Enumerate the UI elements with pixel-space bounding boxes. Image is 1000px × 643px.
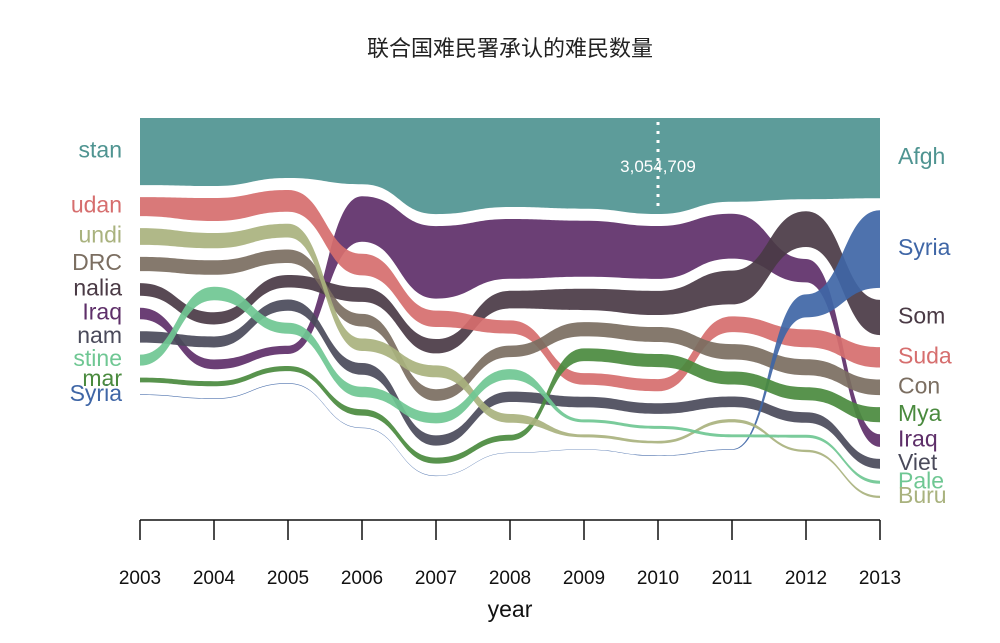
stream-afghanistan bbox=[140, 118, 880, 215]
left-label-palestine: stine bbox=[73, 345, 122, 371]
left-label-myanmar: mar bbox=[82, 365, 122, 391]
annotation-label: 3,054,709 bbox=[620, 157, 696, 176]
right-label-somalia: Som bbox=[898, 303, 945, 329]
x-tick-label-2012: 2012 bbox=[785, 568, 827, 589]
x-tick-label-2004: 2004 bbox=[193, 568, 236, 589]
left-label-viet-nam: nam bbox=[77, 322, 122, 348]
x-tick-label-2009: 2009 bbox=[563, 568, 605, 589]
x-tick-label-2007: 2007 bbox=[415, 568, 457, 589]
x-tick-label-2003: 2003 bbox=[119, 568, 161, 589]
right-label-iraq: Iraq bbox=[898, 426, 938, 452]
left-label-afghanistan: stan bbox=[79, 137, 122, 163]
x-tick-label-2013: 2013 bbox=[859, 568, 901, 589]
annotation: 3,054,709 bbox=[620, 122, 696, 212]
left-label-drc: DRC bbox=[72, 249, 122, 275]
left-label-iraq: Iraq bbox=[82, 299, 122, 325]
x-tick-label-2010: 2010 bbox=[637, 568, 679, 589]
x-tick-label-2008: 2008 bbox=[489, 568, 531, 589]
right-label-palestine: Pale bbox=[898, 467, 944, 493]
x-axis-label: year bbox=[488, 596, 533, 622]
left-label-syria: Syria bbox=[70, 380, 123, 406]
x-axis: 2003 2004 2005 2006 2007 2008 2009 2010 2011 2012… bbox=[119, 519, 901, 589]
chart-title: 联合国难民署承认的难民数量 bbox=[367, 37, 653, 62]
stream-somalia bbox=[140, 211, 880, 354]
stream-burundi bbox=[140, 223, 880, 498]
left-label-burundi: undi bbox=[79, 222, 122, 248]
left-label-somalia: nalia bbox=[73, 274, 122, 300]
right-label-drc: Con bbox=[898, 372, 940, 398]
right-label-syria: Syria bbox=[898, 234, 951, 260]
stream-viet-nam bbox=[140, 299, 880, 469]
right-label-myanmar: Mya bbox=[898, 400, 942, 426]
streams bbox=[140, 118, 880, 498]
right-label-burundi: Buru bbox=[898, 482, 947, 508]
right-label-sudan: Suda bbox=[898, 342, 952, 368]
stream-iraq bbox=[140, 196, 880, 447]
x-tick-label-2006: 2006 bbox=[341, 568, 383, 589]
x-tick-label-2005: 2005 bbox=[267, 568, 309, 589]
left-label-sudan: udan bbox=[71, 192, 122, 218]
x-tick-label-2011: 2011 bbox=[712, 568, 753, 589]
stream-sudan bbox=[140, 189, 880, 392]
right-label-viet-nam: Viet bbox=[898, 449, 938, 475]
right-label-afghanistan: Afgh bbox=[898, 143, 945, 169]
